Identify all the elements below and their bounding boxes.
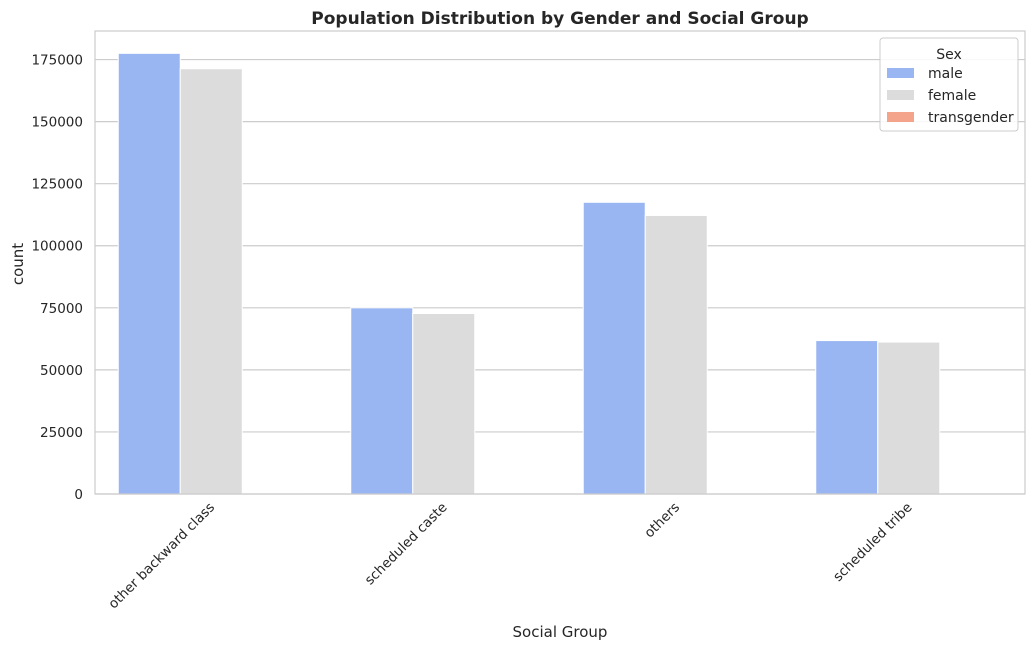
legend-title: Sex [936, 47, 962, 63]
legend-box [879, 37, 1019, 132]
bar-male [582, 201, 646, 495]
legend-label-transgender: transgender [928, 110, 1014, 126]
bar-female [644, 214, 708, 495]
y-tick-label: 50000 [40, 363, 83, 379]
x-axis-ticks: other backward class scheduled caste other… [105, 500, 915, 613]
x-axis-label: Social Group [513, 623, 608, 641]
legend: Sex male female transgender [879, 37, 1019, 132]
legend-swatch-male [887, 68, 914, 78]
legend-swatch-transgender [887, 112, 914, 122]
bar-female [179, 68, 243, 495]
plot-area [94, 30, 1026, 495]
legend-swatch-female [887, 90, 914, 100]
y-tick-label: 25000 [40, 425, 83, 441]
bar-male [350, 307, 414, 495]
bar-female [877, 341, 941, 495]
chart-title: Population Distribution by Gender and So… [311, 9, 808, 29]
x-tick-label: scheduled tribe [830, 500, 915, 585]
bar-male [117, 52, 181, 495]
y-tick-label: 175000 [31, 53, 83, 69]
bar-male [815, 340, 879, 495]
y-tick-label: 125000 [31, 177, 83, 193]
y-tick-label: 75000 [40, 301, 83, 317]
x-tick-label: other backward class [105, 500, 218, 613]
x-tick-label: others [641, 500, 683, 542]
grid-lines [95, 58, 1025, 495]
y-tick-label: 150000 [31, 115, 83, 131]
bars [117, 52, 1003, 495]
y-axis-ticks: 0 25000 50000 75000 100000 125000 150000 175000 [31, 53, 83, 503]
legend-label-female: female [928, 88, 976, 104]
y-tick-label: 0 [74, 487, 83, 503]
y-tick-label: 100000 [31, 239, 83, 255]
bar-female [412, 313, 476, 495]
x-tick-label: scheduled caste [362, 500, 451, 589]
legend-label-male: male [928, 66, 963, 82]
y-axis-label: count [9, 243, 27, 285]
